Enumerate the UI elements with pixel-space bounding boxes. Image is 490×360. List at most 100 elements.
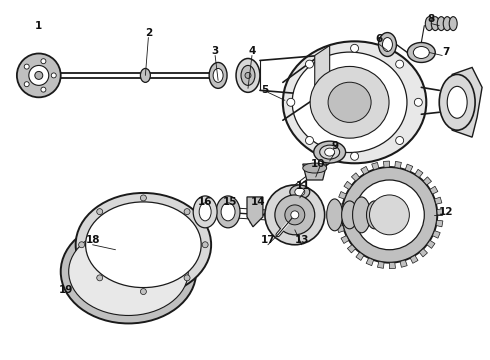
Polygon shape	[390, 262, 395, 269]
Circle shape	[97, 275, 103, 281]
Ellipse shape	[431, 17, 439, 31]
Polygon shape	[351, 173, 360, 181]
Text: 13: 13	[294, 235, 309, 245]
Text: 17: 17	[261, 235, 275, 245]
Ellipse shape	[443, 17, 451, 31]
Polygon shape	[377, 261, 384, 268]
Circle shape	[24, 64, 29, 69]
Text: 6: 6	[376, 33, 383, 44]
Text: 12: 12	[439, 207, 453, 217]
Polygon shape	[405, 164, 413, 172]
Text: 14: 14	[251, 197, 265, 207]
Ellipse shape	[216, 196, 240, 228]
Ellipse shape	[245, 72, 251, 78]
Circle shape	[287, 98, 295, 106]
Circle shape	[395, 136, 404, 144]
Polygon shape	[347, 245, 356, 253]
Text: 18: 18	[85, 235, 100, 245]
Ellipse shape	[314, 141, 345, 163]
Ellipse shape	[414, 46, 429, 58]
Circle shape	[350, 152, 359, 160]
Ellipse shape	[290, 185, 310, 199]
Circle shape	[395, 60, 404, 68]
Polygon shape	[452, 67, 482, 137]
Ellipse shape	[241, 66, 255, 85]
Ellipse shape	[292, 52, 407, 153]
Polygon shape	[337, 225, 344, 233]
Ellipse shape	[303, 163, 327, 173]
Ellipse shape	[328, 82, 371, 122]
Polygon shape	[247, 197, 263, 227]
Circle shape	[291, 211, 299, 219]
Circle shape	[141, 289, 147, 294]
Text: 8: 8	[428, 14, 435, 24]
Ellipse shape	[425, 17, 433, 31]
Ellipse shape	[283, 41, 426, 163]
Text: 7: 7	[442, 48, 450, 58]
Polygon shape	[339, 192, 346, 199]
Polygon shape	[344, 181, 352, 189]
Text: 4: 4	[248, 45, 256, 55]
Text: 2: 2	[145, 28, 152, 37]
Ellipse shape	[437, 17, 445, 31]
Circle shape	[202, 242, 208, 248]
Circle shape	[41, 87, 46, 92]
Polygon shape	[427, 240, 435, 248]
Polygon shape	[372, 162, 379, 170]
Text: 9: 9	[331, 141, 338, 151]
Circle shape	[342, 167, 437, 263]
Ellipse shape	[367, 201, 383, 229]
Circle shape	[29, 66, 49, 85]
Polygon shape	[400, 260, 407, 267]
Ellipse shape	[141, 68, 150, 82]
Circle shape	[184, 209, 190, 215]
Polygon shape	[315, 45, 330, 105]
Circle shape	[17, 54, 61, 97]
Text: 10: 10	[311, 159, 325, 169]
Ellipse shape	[236, 58, 260, 92]
Ellipse shape	[407, 42, 435, 62]
Circle shape	[184, 275, 190, 281]
Circle shape	[24, 82, 29, 87]
Polygon shape	[430, 186, 438, 194]
Circle shape	[305, 60, 314, 68]
Ellipse shape	[353, 197, 370, 233]
Circle shape	[285, 205, 305, 225]
Circle shape	[275, 195, 315, 235]
Polygon shape	[366, 258, 374, 266]
Text: 16: 16	[198, 197, 212, 207]
Ellipse shape	[221, 203, 235, 221]
Text: 1: 1	[35, 21, 43, 31]
Ellipse shape	[75, 193, 211, 297]
Ellipse shape	[383, 37, 392, 51]
Text: 19: 19	[58, 284, 73, 294]
Ellipse shape	[69, 228, 188, 315]
Ellipse shape	[439, 75, 475, 130]
Ellipse shape	[295, 188, 305, 196]
Ellipse shape	[449, 17, 457, 31]
Circle shape	[35, 71, 43, 80]
Text: 15: 15	[223, 197, 237, 207]
Ellipse shape	[193, 196, 217, 228]
Ellipse shape	[325, 148, 335, 156]
Ellipse shape	[61, 220, 196, 323]
Ellipse shape	[319, 145, 340, 159]
Ellipse shape	[310, 67, 389, 138]
Ellipse shape	[327, 199, 343, 231]
Circle shape	[415, 98, 422, 106]
Polygon shape	[437, 209, 443, 215]
Ellipse shape	[209, 62, 227, 88]
Circle shape	[350, 44, 359, 52]
Circle shape	[355, 180, 424, 250]
Circle shape	[141, 195, 147, 201]
Polygon shape	[336, 215, 342, 221]
Circle shape	[51, 73, 56, 78]
Polygon shape	[410, 255, 418, 263]
Polygon shape	[383, 161, 390, 167]
Ellipse shape	[199, 203, 211, 221]
Circle shape	[41, 59, 46, 64]
Circle shape	[305, 136, 314, 144]
Polygon shape	[433, 231, 440, 238]
Ellipse shape	[86, 202, 201, 288]
Circle shape	[369, 195, 409, 235]
